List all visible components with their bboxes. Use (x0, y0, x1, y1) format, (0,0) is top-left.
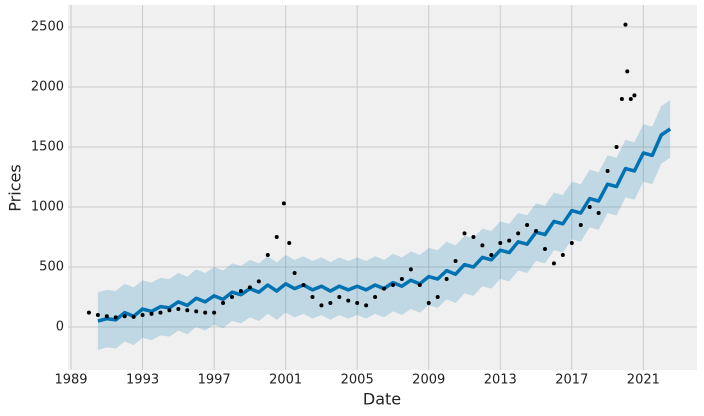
actual-point (86, 310, 91, 315)
x-axis-label: Date (363, 390, 401, 409)
actual-point (435, 295, 440, 300)
actual-point (614, 144, 619, 149)
actual-point (274, 235, 279, 240)
actual-point (265, 253, 270, 258)
actual-point (122, 314, 127, 319)
actual-point (167, 308, 172, 313)
actual-point (628, 96, 633, 101)
actual-point (426, 301, 431, 306)
actual-point (328, 301, 333, 306)
actual-point (569, 241, 574, 246)
actual-point (287, 241, 292, 246)
actual-point (310, 295, 315, 300)
x-tick-label: 2005 (341, 373, 374, 388)
actual-point (337, 295, 342, 300)
actual-point (408, 267, 413, 272)
actual-point (158, 310, 163, 315)
actual-point (625, 69, 630, 74)
actual-point (489, 253, 494, 258)
actual-point (230, 295, 235, 300)
actual-point (632, 93, 637, 98)
actual-point (453, 259, 458, 264)
y-tick-label: 500 (39, 260, 64, 275)
actual-point (203, 310, 208, 315)
plot-area (68, 5, 697, 370)
actual-point (281, 201, 286, 206)
actual-point (238, 289, 243, 294)
y-tick-label: 1000 (31, 200, 64, 215)
x-tick-label: 1993 (126, 373, 159, 388)
actual-point (256, 279, 261, 284)
actual-point (131, 314, 136, 319)
actual-point (596, 211, 601, 216)
actual-point (444, 277, 449, 282)
actual-point (301, 283, 306, 288)
actual-point (355, 301, 360, 306)
actual-point (587, 205, 592, 210)
actual-point (149, 311, 154, 316)
actual-point (176, 307, 181, 312)
actual-point (140, 313, 145, 318)
actual-point (95, 313, 100, 318)
actual-point (516, 231, 521, 236)
actual-point (113, 315, 118, 320)
x-tick-label: 2021 (627, 373, 660, 388)
actual-point (619, 96, 624, 101)
actual-point (507, 238, 512, 243)
y-tick-label: 0 (56, 320, 64, 335)
actual-point (185, 308, 190, 313)
y-axis-label: Prices (6, 164, 25, 211)
actual-point (346, 298, 351, 303)
actual-point (480, 243, 485, 248)
actual-point (247, 285, 252, 290)
actual-point (390, 283, 395, 288)
actual-point (542, 247, 547, 252)
actual-point (578, 223, 583, 228)
actual-point (534, 229, 539, 234)
actual-point (364, 303, 369, 308)
x-tick-label: 2017 (555, 373, 588, 388)
actual-point (373, 295, 378, 300)
x-tick-label: 2013 (484, 373, 517, 388)
actual-point (292, 271, 297, 276)
actual-point (212, 310, 217, 315)
actual-point (462, 231, 467, 236)
actual-point (551, 261, 556, 266)
actual-point (104, 314, 109, 319)
actual-point (471, 235, 476, 240)
actual-point (194, 309, 199, 314)
actual-point (605, 168, 610, 173)
actual-point (560, 253, 565, 258)
actual-point (498, 241, 503, 246)
actual-point (382, 286, 387, 291)
x-tick-label: 1997 (198, 373, 231, 388)
y-tick-label: 1500 (31, 139, 64, 154)
x-tick-label: 2009 (412, 373, 445, 388)
uncertainty-band (97, 100, 671, 350)
x-tick-label: 1989 (54, 373, 87, 388)
actual-point (623, 22, 628, 27)
actual-point (399, 277, 404, 282)
y-tick-label: 2500 (31, 19, 64, 34)
y-tick-label: 2000 (31, 79, 64, 94)
actual-point (417, 283, 422, 288)
actual-point (221, 301, 226, 306)
actual-point (525, 223, 530, 228)
actual-point (319, 303, 324, 308)
x-tick-label: 2001 (269, 373, 302, 388)
